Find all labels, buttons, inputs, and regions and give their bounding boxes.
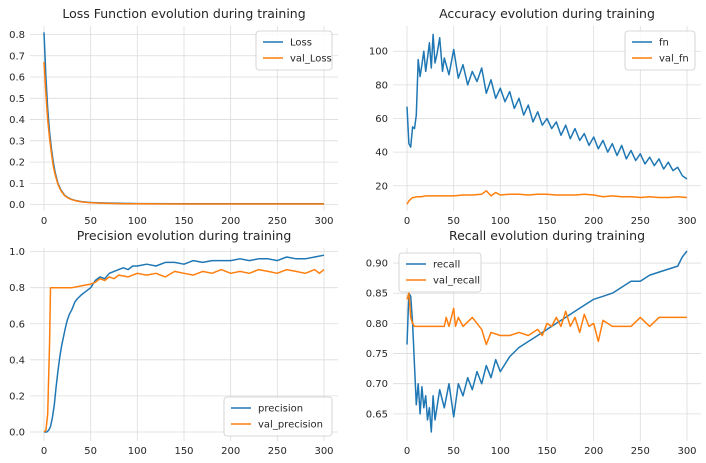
loss-y-tick-label: 0.3 xyxy=(9,136,25,147)
loss-legend-label: val_Loss xyxy=(290,54,332,65)
precision-x-tick-label: 100 xyxy=(128,446,147,457)
recall-legend: recall val_recall xyxy=(398,252,482,293)
accuracy-y-tick-label: 100 xyxy=(369,47,388,58)
accuracy-legend: fn val_fn xyxy=(624,30,696,71)
accuracy-y-tick-label: 40 xyxy=(375,148,388,159)
precision-y-tick-label: 0.6 xyxy=(9,319,25,330)
accuracy-x-tick-label: 300 xyxy=(677,216,696,227)
precision-legend-box xyxy=(223,396,333,437)
precision-series-line-precision xyxy=(44,254,325,433)
recall-x-tick-label: 250 xyxy=(631,446,650,457)
precision-y-tick-label: 0.0 xyxy=(9,427,25,438)
loss-x-tick-label: 50 xyxy=(84,216,97,227)
recall-series-line-val-recall xyxy=(406,292,687,346)
loss-y-tick-label: 0.2 xyxy=(9,158,25,169)
recall-y-tick-label: 0.90 xyxy=(366,259,388,270)
accuracy-panel: 0 50 100 150 200 250 300 20 40 60 80 100 Accuracy ev… xyxy=(369,6,701,227)
accuracy-legend-box xyxy=(624,30,696,71)
precision-x-tick-label: 250 xyxy=(268,446,287,457)
recall-legend-label: val_recall xyxy=(433,276,480,287)
accuracy-x-tick-label: 150 xyxy=(537,216,556,227)
recall-x-tick-label: 50 xyxy=(447,446,460,457)
accuracy-x-tick-label: 0 xyxy=(404,216,410,227)
precision-legend-label: precision xyxy=(258,404,303,415)
loss-chart-title: Loss Function evolution during training xyxy=(62,6,305,21)
recall-series-line-recall xyxy=(406,250,688,433)
accuracy-legend-label: val_fn xyxy=(659,54,689,65)
recall-legend-label: recall xyxy=(433,260,460,271)
accuracy-x-tick-label: 50 xyxy=(447,216,460,227)
precision-panel: 0 50 100 150 200 250 300 0.0 0.2 0.4 0.6 0.8 1.0 Prec… xyxy=(9,228,338,457)
accuracy-chart-title: Accuracy evolution during training xyxy=(439,6,655,21)
accuracy-y-tick-label: 60 xyxy=(375,114,388,125)
recall-y-tick-label: 0.85 xyxy=(366,289,388,300)
loss-x-tick-label: 250 xyxy=(268,216,287,227)
loss-y-tick-label: 0.5 xyxy=(9,94,25,105)
precision-y-tick-label: 0.4 xyxy=(9,355,25,366)
accuracy-x-tick-label: 100 xyxy=(491,216,510,227)
accuracy-x-tick-label: 200 xyxy=(584,216,603,227)
precision-y-tick-label: 0.8 xyxy=(9,283,25,294)
precision-x-tick-label: 150 xyxy=(174,446,193,457)
accuracy-y-tick-label: 80 xyxy=(375,80,388,91)
precision-x-tick-label: 50 xyxy=(84,446,97,457)
accuracy-legend-label: fn xyxy=(659,38,669,49)
loss-series-line-val-loss xyxy=(43,62,324,205)
recall-panel: 0 50 100 150 200 250 300 0.65 0.70 0.75 0.80 0.85 0.… xyxy=(366,228,701,457)
loss-x-tick-label: 300 xyxy=(314,216,333,227)
loss-panel: 0 50 100 150 200 250 300 0.0 0.1 0.2 0.3 0.4 0.5 0.6 0… xyxy=(9,6,338,227)
recall-y-tick-label: 0.70 xyxy=(366,379,388,390)
precision-y-tick-label: 0.2 xyxy=(9,391,25,402)
precision-x-tick-label: 300 xyxy=(314,446,333,457)
loss-y-tick-label: 0.6 xyxy=(9,73,25,84)
loss-y-tick-label: 0.8 xyxy=(9,30,25,41)
accuracy-y-tick-label: 20 xyxy=(375,181,388,192)
loss-legend: Loss val_Loss xyxy=(255,30,333,71)
precision-y-tick-label: 1.0 xyxy=(9,247,25,258)
precision-series-line-val-precision xyxy=(43,268,325,433)
loss-y-tick-label: 0.7 xyxy=(9,51,25,62)
loss-x-tick-label: 100 xyxy=(128,216,147,227)
precision-x-tick-label: 200 xyxy=(221,446,240,457)
recall-x-tick-label: 300 xyxy=(677,446,696,457)
recall-x-tick-label: 150 xyxy=(537,446,556,457)
loss-y-tick-label: 0.0 xyxy=(9,200,25,211)
recall-x-tick-label: 200 xyxy=(584,446,603,457)
loss-y-tick-label: 0.4 xyxy=(9,115,25,126)
loss-x-tick-label: 150 xyxy=(174,216,193,227)
loss-y-tick-label: 0.1 xyxy=(9,179,25,190)
loss-legend-box xyxy=(255,30,333,71)
precision-chart-title: Precision evolution during training xyxy=(77,228,292,243)
accuracy-x-tick-label: 250 xyxy=(631,216,650,227)
recall-legend-box xyxy=(398,252,482,293)
loss-x-tick-label: 200 xyxy=(221,216,240,227)
precision-legend-label: val_precision xyxy=(258,420,323,431)
loss-legend-label: Loss xyxy=(290,38,312,49)
loss-x-tick-label: 0 xyxy=(41,216,47,227)
recall-y-tick-label: 0.65 xyxy=(366,409,388,420)
precision-x-tick-label: 0 xyxy=(41,446,47,457)
recall-y-tick-label: 0.80 xyxy=(366,319,388,330)
accuracy-series-line-fn xyxy=(406,33,688,180)
recall-x-tick-label: 100 xyxy=(491,446,510,457)
recall-chart-title: Recall evolution during training xyxy=(449,228,645,243)
precision-legend: precision val_precision xyxy=(223,396,333,437)
accuracy-series-line-val-fn xyxy=(406,190,688,205)
recall-y-tick-label: 0.75 xyxy=(366,349,388,360)
recall-x-tick-label: 0 xyxy=(404,446,410,457)
